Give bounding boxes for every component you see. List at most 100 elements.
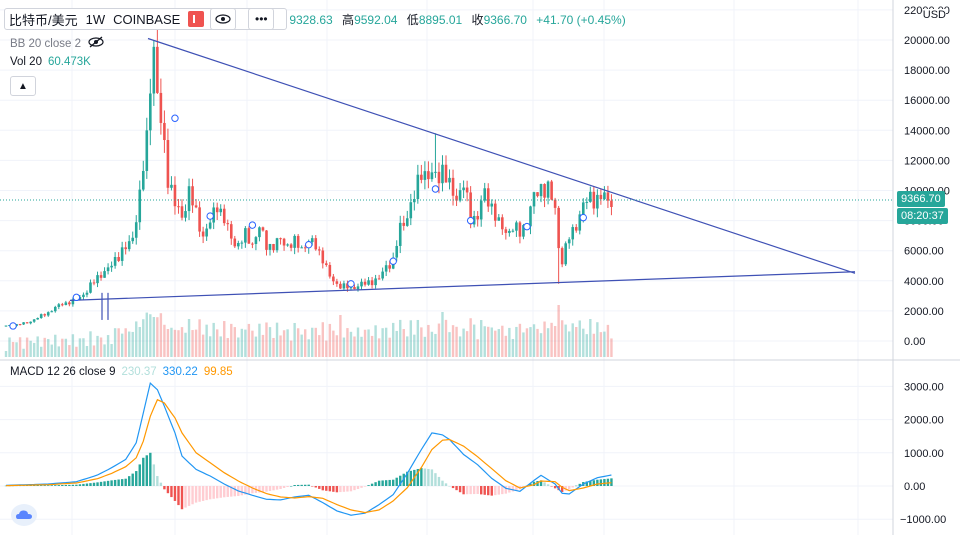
event-marker[interactable] <box>431 185 440 193</box>
macd-hist-value: 230.37 <box>121 366 157 378</box>
macd-indicator[interactable]: MACD 12 26 close 9 230.37 330.22 99.85 <box>10 366 233 378</box>
candle-body <box>402 222 406 226</box>
event-marker[interactable] <box>72 293 81 302</box>
macd-histogram-bar <box>177 486 180 506</box>
volume-bar <box>43 337 46 357</box>
candle-body <box>434 171 437 173</box>
event-marker[interactable] <box>305 240 313 249</box>
volume-bar <box>522 332 525 357</box>
candle-body <box>96 275 99 284</box>
macd-histogram-bar <box>180 486 184 510</box>
candle-body <box>159 92 163 123</box>
event-marker[interactable] <box>347 280 355 288</box>
candle-body <box>427 171 430 180</box>
candle-body <box>110 265 113 268</box>
candle-body <box>374 278 377 286</box>
macd-histogram-bar <box>571 486 574 488</box>
volume-bar <box>29 340 32 357</box>
candle-body <box>522 225 525 237</box>
candle-body <box>36 317 39 320</box>
volume-bar <box>599 332 603 357</box>
volume-bar <box>325 340 328 357</box>
volume-bar <box>57 346 60 357</box>
volume-bar <box>191 330 194 357</box>
volume-bar <box>476 339 479 357</box>
candle-body <box>539 184 543 197</box>
candle-body <box>191 186 194 206</box>
macd-histogram-bar <box>99 481 103 486</box>
volume-bar <box>427 324 430 357</box>
volume-bar <box>237 337 240 357</box>
volume-bar <box>501 325 504 357</box>
macd-histogram-bar <box>349 486 353 492</box>
macd-histogram-bar <box>230 486 233 497</box>
volume-bar <box>208 336 212 357</box>
event-marker[interactable] <box>523 222 531 231</box>
candle-body <box>289 244 293 248</box>
volume-bar <box>219 336 222 357</box>
macd-histogram-bar <box>201 486 205 501</box>
candle-body <box>22 322 25 325</box>
more-options-icon[interactable]: ••• <box>248 8 275 30</box>
macd-histogram-bar <box>64 484 68 486</box>
macd-histogram-bar <box>529 483 532 486</box>
low-value: 8895.01 <box>418 12 463 27</box>
macd-histogram-bar <box>258 486 261 493</box>
volume-bar <box>360 336 363 357</box>
volume-bar <box>296 328 300 357</box>
eye-off-icon[interactable] <box>87 36 105 51</box>
symbol-name[interactable]: 比特币/美元 <box>9 12 78 28</box>
event-marker[interactable] <box>466 216 475 225</box>
bb-indicator[interactable]: BB 20 close 2 <box>10 36 105 51</box>
exchange-label[interactable]: COINBASE <box>113 11 181 27</box>
candle-body <box>553 199 557 208</box>
candle-body <box>229 224 233 239</box>
interval-label[interactable]: 1W <box>85 11 106 27</box>
candle-body <box>141 170 145 190</box>
event-marker[interactable] <box>579 213 587 222</box>
candle-body <box>145 130 149 171</box>
event-marker[interactable] <box>9 322 17 330</box>
volume-bar <box>392 322 395 357</box>
event-marker[interactable] <box>206 212 214 220</box>
candle-body <box>335 281 339 284</box>
volume-bar <box>96 335 99 357</box>
flag-icon[interactable] <box>188 11 205 27</box>
macd-histogram-bar <box>543 482 546 486</box>
candle-body <box>518 222 522 237</box>
collapse-chevron-up-icon[interactable]: ▲ <box>10 76 36 96</box>
candle-body <box>497 217 501 221</box>
macd-histogram-bar <box>399 475 402 486</box>
volume-bar <box>560 320 564 357</box>
trendline-upper[interactable] <box>147 37 856 274</box>
change-value: +41.70 (+0.45%) <box>536 12 626 27</box>
eye-icon[interactable] <box>210 8 237 30</box>
volume-bar <box>11 341 15 357</box>
price-tick-label: 14000.00 <box>904 125 950 137</box>
volume-bar <box>515 326 518 357</box>
volume-bar <box>194 329 198 357</box>
currency-label[interactable]: USD <box>922 9 946 21</box>
vol-indicator[interactable]: Vol 20 60.473K <box>10 56 91 68</box>
candle-body <box>596 194 599 209</box>
vol-value: 60.473K <box>47 56 91 68</box>
event-marker[interactable] <box>389 257 397 265</box>
macd-histogram-bar <box>353 486 356 491</box>
volume-bar <box>472 324 476 357</box>
candle-body <box>416 174 420 200</box>
candle-body <box>279 238 282 240</box>
trendline-lower[interactable] <box>69 271 856 301</box>
tradingview-cloud-icon[interactable] <box>11 504 37 526</box>
volume-bar <box>437 323 441 357</box>
macd-histogram-bar <box>363 486 367 487</box>
volume-bar <box>483 326 486 357</box>
event-marker[interactable] <box>248 221 257 229</box>
volume-bar <box>71 334 75 357</box>
symbol-box[interactable]: 比特币/美元 1W COINBASE ••• <box>4 8 288 30</box>
candle-body <box>381 271 384 279</box>
volume-bar <box>585 334 588 357</box>
macd-tick-label: 0.00 <box>904 481 925 493</box>
event-marker[interactable] <box>171 114 179 122</box>
candle-body <box>557 207 560 249</box>
